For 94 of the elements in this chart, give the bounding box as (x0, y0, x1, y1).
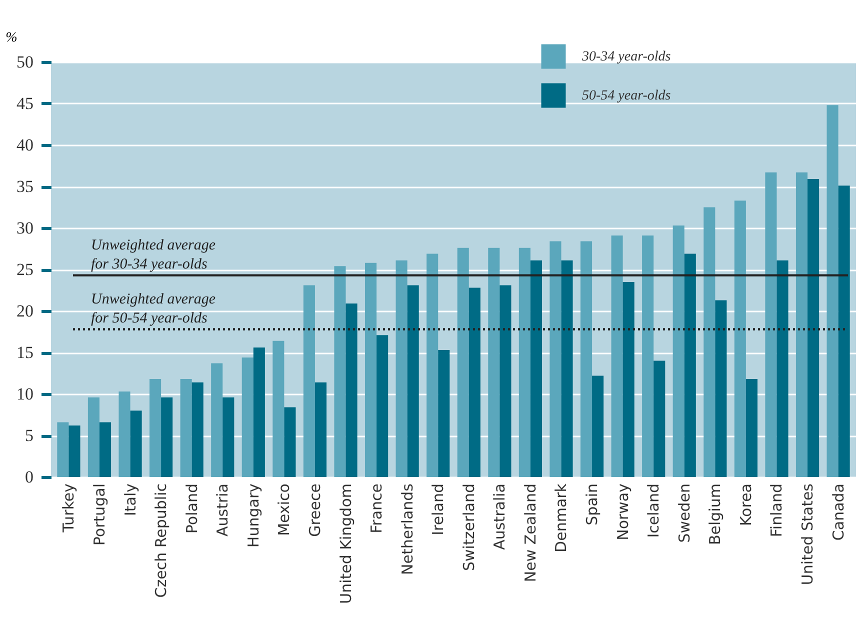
bar (130, 410, 142, 477)
bar (734, 200, 746, 477)
bar (180, 379, 192, 477)
bar (161, 397, 173, 477)
legend-label: 50-54 year-olds (582, 88, 672, 104)
bar (57, 422, 69, 477)
x-tick-label: Greece (306, 484, 324, 537)
bar (704, 207, 716, 477)
x-tick-label: Sweden (675, 484, 694, 543)
x-tick-label: Belgium (706, 484, 724, 545)
bar (530, 260, 542, 477)
x-tick-label: New Zealand (521, 484, 540, 582)
bar (438, 350, 450, 477)
x-tick-label: Korea (736, 484, 755, 526)
bar (314, 382, 327, 477)
y-tick-label: 50 (16, 52, 34, 72)
bar (150, 379, 162, 477)
y-tick-label: 40 (16, 136, 34, 154)
x-tick-label: United Kingdom (336, 484, 355, 604)
bar (765, 172, 777, 477)
x-tick-label: Finland (768, 484, 786, 538)
x-tick-label: Portugal (90, 484, 108, 546)
bar (407, 285, 419, 477)
bar (376, 335, 388, 477)
bar (715, 300, 727, 477)
y-tick-label: 15 (16, 343, 34, 362)
bar (222, 397, 234, 477)
x-tick-label: United States (798, 483, 817, 586)
bar (346, 304, 358, 477)
bar (118, 392, 130, 477)
ref-line-label: Unweighted average for 50-54 year-olds (91, 291, 216, 326)
bar (672, 226, 684, 477)
bar (211, 363, 223, 477)
bar (622, 282, 634, 477)
ref-line-label: Unweighted average for 30-34 year-olds (91, 237, 216, 272)
bar (500, 285, 512, 477)
bar (592, 376, 604, 477)
y-tick-label: 30 (16, 218, 34, 238)
bar (808, 179, 820, 477)
bar (826, 105, 838, 477)
x-tick-label: Ireland (429, 484, 448, 536)
x-tick-label: Norway (614, 483, 632, 540)
bar (561, 260, 573, 477)
y-tick-label: 5 (25, 426, 34, 445)
bar (796, 172, 808, 477)
y-tick-label: 10 (16, 384, 34, 404)
bar (68, 426, 80, 477)
bar (550, 241, 562, 477)
bar (242, 357, 254, 477)
x-tick-label: Austria (214, 484, 232, 536)
bar (642, 235, 654, 477)
bar (303, 285, 315, 477)
bar (746, 379, 758, 477)
bar (776, 260, 788, 477)
bar (396, 260, 408, 477)
x-tick-label: Switzerland (460, 484, 478, 571)
bar (88, 397, 100, 477)
bar (253, 348, 265, 477)
x-tick-label: France (368, 484, 386, 534)
x-tick-label: Canada (829, 484, 848, 541)
x-tick-label: Turkey (60, 483, 78, 534)
bar (838, 186, 850, 477)
y-tick-label: 20 (16, 302, 34, 320)
x-tick-label: Mexico (275, 484, 294, 536)
x-tick-label: Czech Republic (152, 484, 170, 598)
y-axis-title: % (6, 30, 18, 46)
x-tick-label: Hungary (244, 483, 262, 548)
x-tick-label: Australia (490, 484, 509, 550)
bar (518, 248, 530, 477)
x-tick-label: Denmark (552, 483, 570, 552)
x-tick-label: Iceland (644, 484, 663, 538)
y-tick-label: 35 (16, 177, 34, 196)
x-tick-label: Poland (182, 484, 201, 534)
bar (192, 382, 204, 477)
bar (654, 360, 666, 477)
x-tick-label: Netherlands (398, 483, 416, 575)
x-tick-label: Spain (583, 484, 602, 526)
bar (457, 248, 469, 477)
bar (334, 266, 346, 477)
bar (99, 422, 112, 477)
y-tick-label: 25 (16, 260, 34, 279)
x-tick-label: Italy (121, 483, 140, 516)
bar (468, 288, 480, 477)
bar (580, 241, 592, 477)
bar (488, 248, 500, 477)
y-tick-label: 45 (16, 94, 34, 113)
bar (284, 407, 296, 477)
y-tick-label: 0 (25, 468, 34, 486)
bar (426, 254, 438, 477)
bar (364, 262, 377, 477)
bar (272, 340, 284, 477)
bar (611, 235, 623, 477)
bar (684, 254, 696, 477)
legend-label: 30-34 year-olds (581, 50, 672, 64)
